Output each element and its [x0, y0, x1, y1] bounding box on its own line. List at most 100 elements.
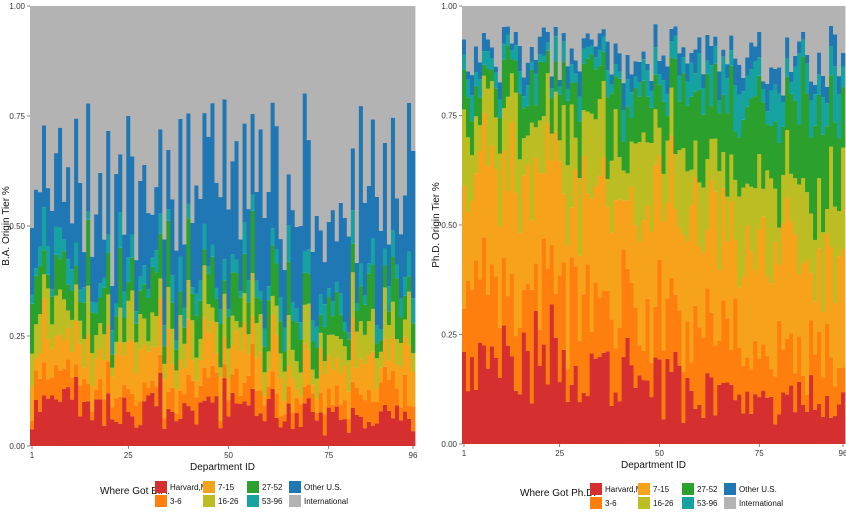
bar-segment-international: [721, 6, 726, 50]
legend-key: [203, 481, 215, 493]
bar-segment-53-96: [741, 91, 746, 120]
bar-segment-international: [214, 6, 219, 183]
bar-segment-27-52: [481, 64, 487, 76]
bar-segment-harvard-mit: [825, 395, 830, 444]
bar-segment-harvard-mit: [513, 390, 519, 444]
bar-segment-harvard-mit: [757, 397, 762, 444]
bar-segment-harvard-mit: [174, 421, 179, 446]
bar-segment-16-26: [545, 73, 551, 124]
bar-segment-international: [110, 6, 115, 286]
bar-segment-16-26: [82, 338, 87, 368]
bar-segment-harvard-mit: [669, 372, 674, 444]
bar-segment-53-96: [737, 94, 742, 138]
bar-segment-27-52: [745, 106, 750, 184]
bar-segment-7-15: [30, 386, 35, 421]
bar-segment-3-6: [609, 319, 614, 406]
bar-segment-53-96: [398, 298, 404, 318]
bar-segment-international: [114, 6, 119, 174]
bar-segment-harvard-mit: [833, 416, 838, 444]
bar-segment-53-96: [230, 254, 235, 273]
bar-segment-53-96: [497, 99, 503, 119]
bar-segment-international: [350, 6, 356, 149]
bar-segment-53-96: [394, 264, 400, 279]
bar-segment-international: [142, 6, 147, 165]
bar-segment-53-96: [154, 250, 159, 273]
bar-segment-3-6: [266, 386, 272, 399]
bar-segment-international: [158, 6, 163, 130]
bar-segment-53-96: [669, 41, 674, 58]
bar-segment-3-6: [537, 329, 543, 367]
bar-segment-harvard-mit: [178, 418, 183, 446]
bar-segment-7-15: [282, 400, 288, 415]
bar-segment-international: [90, 6, 95, 257]
bar-segment-16-26: [102, 334, 107, 360]
bar-segment-harvard-mit: [557, 382, 563, 444]
bar-segment-3-6: [146, 387, 151, 396]
bar-segment-other-u-s-: [805, 54, 810, 64]
bar-segment-international: [665, 6, 670, 67]
bar-segment-7-15: [481, 113, 487, 238]
bar-segment-other-u-s-: [42, 125, 47, 208]
bar-segment-16-26: [709, 138, 714, 181]
bar-segment-international: [354, 6, 360, 263]
bar-segment-16-26: [194, 357, 199, 381]
bar-segment-27-52: [86, 219, 91, 286]
bar-segment-other-u-s-: [462, 39, 467, 55]
bar-segment-7-15: [465, 212, 471, 282]
bar-segment-harvard-mit: [402, 411, 408, 446]
bar-segment-other-u-s-: [749, 42, 754, 70]
bar-segment-16-26: [334, 336, 340, 359]
bar-segment-3-6: [154, 386, 159, 407]
bar-segment-7-15: [118, 342, 123, 397]
bar-segment-international: [725, 6, 730, 65]
bar-segment-53-96: [314, 326, 320, 348]
bar-segment-53-96: [577, 96, 583, 122]
bar-segment-27-52: [238, 297, 243, 328]
x-tick-label: 1: [30, 451, 35, 460]
bar-segment-other-u-s-: [190, 222, 195, 288]
bar-segment-7-15: [841, 249, 846, 368]
bar-segment-7-15: [673, 208, 678, 295]
bar-segment-27-52: [601, 51, 607, 82]
bar-segment-53-96: [62, 239, 67, 252]
bar-segment-27-52: [493, 88, 499, 118]
bar-segment-other-u-s-: [689, 52, 694, 63]
legend-label: 7-15: [653, 485, 670, 494]
bar-segment-harvard-mit: [242, 401, 247, 446]
bar-segment-7-15: [769, 283, 774, 370]
bar-segment-harvard-mit: [741, 413, 746, 444]
bar-segment-16-26: [593, 119, 599, 186]
bar-segment-16-26: [58, 289, 63, 335]
bar-segment-16-26: [485, 88, 491, 166]
x-tick-label: 25: [124, 451, 133, 460]
bar-segment-other-u-s-: [150, 214, 155, 258]
bar-segment-7-15: [334, 358, 340, 386]
bar-segment-other-u-s-: [541, 27, 547, 56]
bar-segment-international: [557, 6, 563, 81]
bar-segment-harvard-mit: [601, 352, 607, 444]
bar-segment-53-96: [529, 61, 535, 70]
bar-segment-27-52: [194, 315, 199, 358]
bar-segment-53-96: [350, 210, 356, 244]
bar-segment-3-6: [725, 318, 730, 383]
bar-segment-27-52: [701, 114, 706, 188]
bar-segment-other-u-s-: [793, 55, 798, 67]
bar-segment-3-6: [597, 297, 603, 357]
y-axis-title: Ph.D. Origin Tier %: [431, 182, 442, 268]
bar-segment-53-96: [653, 47, 658, 75]
bar-segment-27-52: [350, 243, 356, 273]
bar-segment-27-52: [721, 94, 726, 153]
bar-segment-27-52: [521, 108, 527, 139]
bar-segment-16-26: [573, 137, 579, 170]
bar-segment-other-u-s-: [354, 262, 360, 303]
bar-segment-3-6: [553, 293, 559, 338]
bar-segment-27-52: [378, 340, 384, 352]
bar-segment-harvard-mit: [537, 366, 543, 444]
bar-segment-27-52: [829, 75, 834, 147]
bar-segment-27-52: [661, 101, 666, 174]
bar-segment-other-u-s-: [521, 77, 527, 97]
bar-segment-3-6: [797, 336, 802, 382]
bar-segment-7-15: [701, 252, 706, 338]
bar-segment-3-6: [234, 368, 239, 404]
bar-segment-3-6: [158, 354, 163, 373]
